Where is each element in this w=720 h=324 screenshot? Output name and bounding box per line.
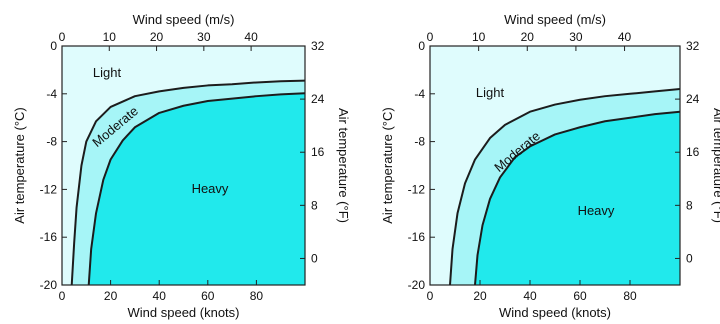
y-right-tick-label: 32: [311, 39, 325, 53]
y-left-tick-label: -16: [40, 230, 58, 244]
x-top-tick-label: 20: [521, 30, 535, 44]
y-right-tick-label: 8: [686, 198, 693, 212]
y-right-tick-label: 24: [686, 92, 700, 106]
x-bottom-tick-label: 80: [623, 289, 637, 303]
x-bottom-tick-label: 60: [573, 289, 587, 303]
x-top-axis-label: Wind speed (m/s): [133, 12, 235, 27]
x-top-tick-label: 10: [103, 30, 117, 44]
y-right-tick-label: 32: [686, 39, 700, 53]
x-bottom-tick-label: 20: [473, 289, 487, 303]
y-left-tick-label: -4: [46, 87, 57, 101]
y-left-tick-label: -20: [40, 278, 58, 292]
x-top-tick-label: 30: [569, 30, 583, 44]
y-right-tick-label: 16: [686, 145, 700, 159]
x-top-tick-label: 40: [618, 30, 632, 44]
region-label-light: Light: [476, 85, 505, 100]
y-left-tick-label: 0: [50, 39, 57, 53]
x-top-tick-label: 30: [197, 30, 211, 44]
region-label-heavy: Heavy: [578, 203, 615, 218]
y-right-tick-label: 8: [311, 198, 318, 212]
x-top-tick-label: 0: [59, 30, 66, 44]
y-left-tick-label: -4: [414, 87, 425, 101]
x-bottom-axis-label: Wind speed (knots): [499, 305, 611, 320]
x-top-tick-label: 40: [244, 30, 258, 44]
y-left-tick-label: -12: [40, 182, 58, 196]
x-top-axis-label: Wind speed (m/s): [504, 12, 606, 27]
x-top-tick-label: 10: [472, 30, 486, 44]
y-left-tick-label: -8: [414, 135, 425, 149]
y-left-tick-label: 0: [418, 39, 425, 53]
y-left-tick-label: -12: [408, 182, 426, 196]
x-bottom-axis-label: Wind speed (knots): [128, 305, 240, 320]
y-left-axis-label: Air temperature (°C): [12, 107, 27, 223]
y-right-axis-label: Air temperature (°F): [336, 108, 351, 223]
x-bottom-tick-label: 0: [59, 289, 66, 303]
x-top-tick-label: 0: [427, 30, 434, 44]
x-top-tick-label: 20: [150, 30, 164, 44]
y-right-tick-label: 16: [311, 145, 325, 159]
y-left-tick-label: -16: [408, 230, 426, 244]
region-label-light: Light: [93, 65, 122, 80]
y-left-axis-label: Air temperature (°C): [380, 107, 395, 223]
x-bottom-tick-label: 40: [153, 289, 167, 303]
y-right-tick-label: 0: [311, 251, 318, 265]
x-bottom-tick-label: 60: [201, 289, 215, 303]
y-left-tick-label: -8: [46, 135, 57, 149]
y-right-tick-label: 24: [311, 92, 325, 106]
x-bottom-tick-label: 80: [250, 289, 264, 303]
x-bottom-tick-label: 40: [523, 289, 537, 303]
y-left-tick-label: -20: [408, 278, 426, 292]
y-right-axis-label: Air temperature (°F): [711, 108, 720, 223]
y-right-tick-label: 0: [686, 251, 693, 265]
x-bottom-tick-label: 20: [104, 289, 118, 303]
x-bottom-tick-label: 0: [427, 289, 434, 303]
region-label-heavy: Heavy: [192, 181, 229, 196]
